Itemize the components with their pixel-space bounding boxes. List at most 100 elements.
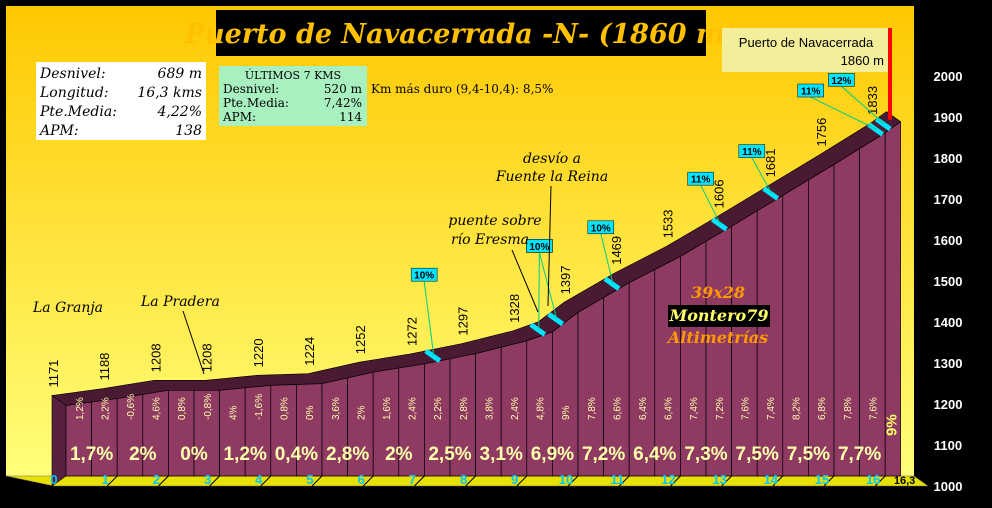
steep-badge [526, 239, 553, 253]
x-tick-line [158, 475, 169, 487]
y-tick-label: 1100 [934, 438, 962, 453]
altitude-label: 1606 [712, 179, 727, 208]
x-tick-label: 0 [50, 472, 57, 487]
steep-marker [529, 322, 547, 337]
x-tick-line [516, 475, 528, 487]
segment-slope-label: 4,6% [152, 397, 163, 420]
x-tick-line [260, 475, 272, 487]
x-tick-line [465, 475, 476, 487]
credit-line2: Montero79 [669, 306, 769, 325]
km-slope-label: 7,5% [787, 444, 830, 465]
x-tick-line [311, 475, 323, 487]
altitude-label: 1208 [148, 343, 163, 372]
x-tick-label: 2 [153, 472, 160, 487]
km-slope-label: 6,4% [633, 444, 676, 465]
steep-marker [547, 312, 565, 327]
x-tick-line [618, 475, 630, 487]
y-tick-label: 1800 [934, 151, 963, 166]
segment-slope-label: 6,8% [817, 397, 828, 420]
altitude-label: 1469 [609, 236, 624, 265]
y-tick-label: 1600 [934, 233, 963, 248]
last7-value-desnivel: 520 m [324, 82, 363, 96]
x-tick-line [567, 475, 579, 487]
km-slope-label: 0% [180, 444, 208, 465]
stat-value-apm: 138 [175, 123, 202, 139]
x-tick-line [414, 475, 425, 487]
steep-marker [603, 276, 621, 291]
last7-box [219, 66, 367, 126]
x-tick-line [362, 475, 374, 487]
altitude-label: 1224 [302, 337, 317, 366]
x-tick-line [823, 475, 835, 487]
final-slope-label: 9% [883, 414, 900, 436]
segment-slope-label: -0,8% [203, 394, 214, 420]
y-tick-label: 1000 [934, 479, 963, 494]
segment-slope-label: 3,8% [484, 397, 495, 420]
steep-badge-label: 10% [414, 271, 434, 282]
segment-slope-label: 2,2% [433, 397, 444, 420]
x-tick-label: 3 [204, 472, 211, 487]
x-tick-line [772, 475, 784, 487]
x-tick-label: 1 [102, 472, 109, 487]
x-tick-label: 16 [866, 472, 880, 487]
steep-pointer [600, 233, 614, 284]
steep-pointer [810, 96, 877, 130]
steep-marker [424, 348, 442, 363]
segment-slope-label: 1,6% [382, 397, 393, 420]
segment-slope-label: 7,8% [843, 397, 854, 420]
segment-slope-label: 0,8% [280, 397, 291, 420]
segment-slope-label: 7,4% [689, 397, 700, 420]
segment-slope-label: 7,8% [587, 397, 598, 420]
x-tick-line [209, 475, 220, 487]
km-slope-label: 1,2% [224, 444, 267, 465]
steep-pointer [751, 157, 773, 194]
stat-label-apm: APM: [38, 123, 79, 139]
profile-segment [833, 148, 860, 477]
km-slope-label: 6,9% [531, 444, 574, 465]
x-tick-line [670, 475, 681, 487]
credit-line3: Altimetrías [666, 328, 768, 347]
last7-label-apm: APM: [222, 110, 256, 124]
y-tick-label: 1300 [934, 356, 963, 371]
annotation-desvio-line1: desvío a [523, 151, 581, 167]
x-tick-label: 9 [511, 472, 518, 487]
steep-marker [762, 186, 780, 201]
altitude-label: 1208 [200, 343, 215, 372]
segment-slope-label: -0,6% [126, 394, 137, 420]
steep-badge [738, 144, 766, 158]
x-tick-label: 7 [409, 472, 416, 487]
altitude-label: 1681 [763, 149, 778, 178]
last7-label-desnivel: Desnivel: [223, 82, 279, 96]
steep-badge-label: 11% [742, 147, 762, 158]
segment-slope-label: 0% [305, 405, 316, 420]
y-tick-label: 2000 [934, 69, 963, 84]
x-tick-label: 11 [610, 472, 624, 487]
altitude-label: 1220 [251, 338, 266, 367]
last7-label-pte-media: Pte.Media: [223, 96, 289, 110]
segment-slope-label: 7,2% [715, 397, 726, 420]
annotation-puente-line2: río Eresma [451, 232, 529, 248]
stat-label-pte-media: Pte.Media: [39, 104, 117, 120]
x-tick-line [106, 475, 118, 487]
km-slope-label: 1,7% [70, 444, 113, 465]
x-tick-label: 8 [460, 472, 467, 487]
km-slope-label: 7,5% [736, 444, 779, 465]
segment-slope-label: 8,2% [792, 397, 803, 420]
km-slope-label: 0,4% [275, 444, 318, 465]
title-box [216, 10, 706, 56]
segment-slope-label: 6,4% [664, 397, 675, 420]
altitude-label: 1272 [404, 317, 419, 346]
km-slope-label: 2% [129, 444, 157, 465]
y-tick-label: 1200 [934, 397, 963, 412]
segment-slope-label: 3,6% [331, 397, 342, 420]
stat-value-pte-media: 4,22% [157, 104, 202, 120]
stats-box [36, 62, 206, 140]
steep-badge [828, 73, 855, 87]
chart-title: Puerto de Navacerrada -N- (1860 m) [184, 19, 738, 50]
x-tick-line [721, 475, 732, 487]
segment-slope-label: 2,4% [408, 397, 419, 420]
segment-slope-label: 2,8% [459, 397, 470, 420]
segment-slope-label: 6,4% [638, 397, 649, 420]
